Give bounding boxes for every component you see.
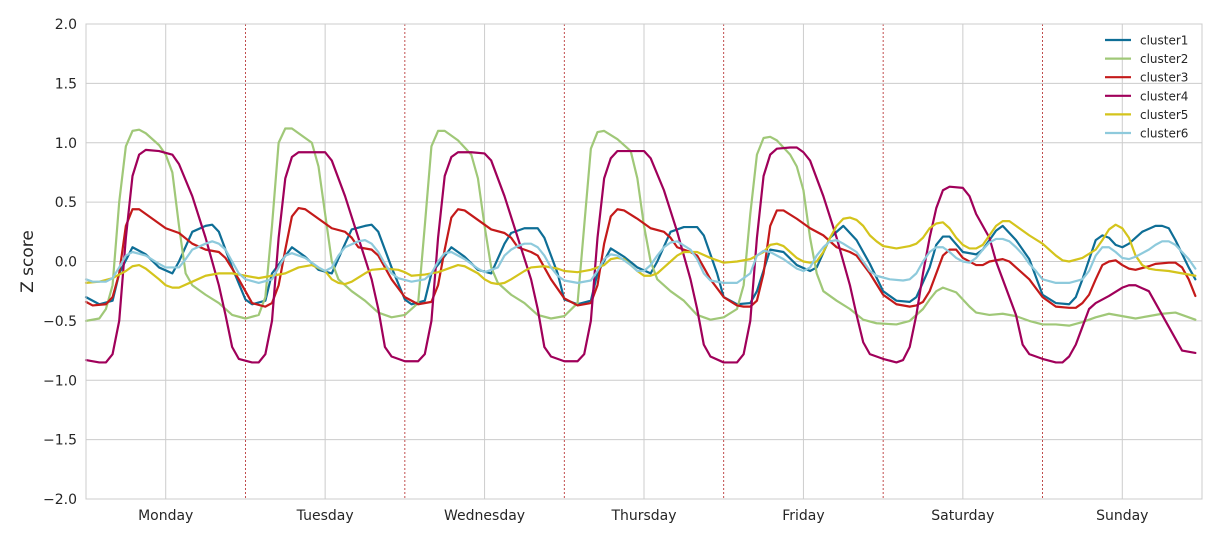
legend-label: cluster6 xyxy=(1140,127,1188,141)
series-line-cluster6 xyxy=(84,237,1197,284)
legend-label: cluster1 xyxy=(1140,34,1188,48)
x-tick-label: Monday xyxy=(138,508,193,524)
series-line-cluster3 xyxy=(84,206,1197,309)
x-tick-label: Sunday xyxy=(1096,508,1148,524)
y-tick-label: 0.0 xyxy=(55,255,77,271)
x-tick-label: Tuesday xyxy=(296,508,354,524)
legend-label: cluster5 xyxy=(1140,108,1188,122)
y-tick-label: 1.0 xyxy=(55,136,77,152)
series-lines xyxy=(84,127,1197,364)
y-tick-label: 1.5 xyxy=(55,76,77,92)
x-tick-label: Saturday xyxy=(931,508,994,524)
y-tick-label: 2.0 xyxy=(55,17,77,33)
y-tick-label: −1.0 xyxy=(43,373,77,389)
y-tick-label: −0.5 xyxy=(43,314,77,330)
series-line-cluster4 xyxy=(84,146,1197,364)
y-tick-label: −1.5 xyxy=(43,433,77,449)
plot-frame xyxy=(85,23,1203,500)
legend-label: cluster3 xyxy=(1140,71,1188,85)
legend-label: cluster2 xyxy=(1140,52,1188,66)
x-tick-label: Wednesday xyxy=(444,508,525,524)
day-boundary-lines xyxy=(245,24,1043,499)
y-tick-label: 0.5 xyxy=(55,195,77,211)
y-axis-label: Z score xyxy=(18,230,38,293)
legend-label: cluster4 xyxy=(1140,89,1188,103)
x-tick-label: Friday xyxy=(782,508,824,524)
series-line-cluster2 xyxy=(84,127,1197,327)
x-tick-labels: Monday Tuesday Wednesday Thursday Friday Satu… xyxy=(138,508,1148,524)
y-tick-label: −2.0 xyxy=(43,492,77,508)
x-tick-label: Thursday xyxy=(610,508,676,524)
y-tick-labels: −2.0 −1.5 −1.0 −0.5 0.0 0.5 1.0 1.5 2.0 xyxy=(43,17,77,508)
legend: cluster1 cluster2 cluster3 cluster4 cluster5… xyxy=(1105,34,1188,141)
